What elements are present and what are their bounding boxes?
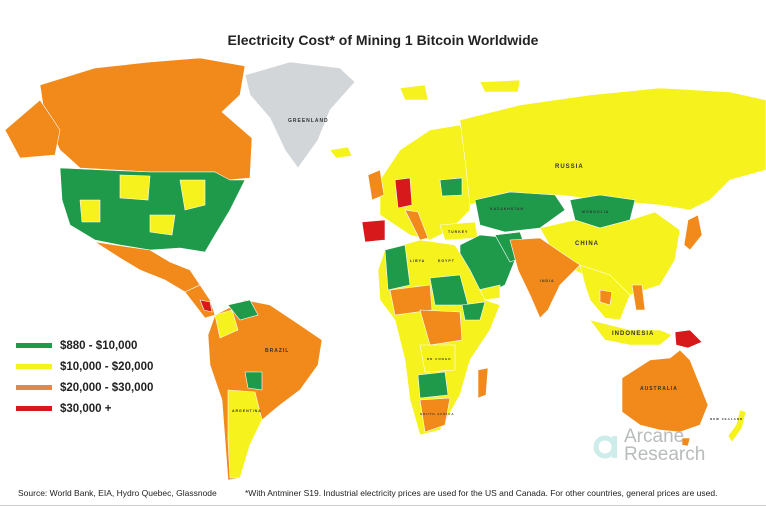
region-south-africa [419, 397, 451, 433]
region-madagascar [477, 367, 489, 399]
region-usa-yellow [79, 174, 206, 236]
legend-item: $20,000 - $30,000 [16, 377, 153, 398]
region-japan [683, 214, 703, 251]
region-russia [459, 87, 766, 211]
legend-swatch-green [16, 343, 52, 348]
legend-label: $30,000 + [60, 402, 112, 415]
logo-line-1: Arcane [624, 426, 685, 447]
region-ethiopia [461, 301, 486, 321]
region-uk [367, 169, 385, 201]
region-vietnam [599, 289, 613, 306]
region-algeria [384, 244, 411, 291]
legend-swatch-yellow [16, 364, 52, 369]
label-dr-congo: DR CONGO [427, 357, 452, 361]
legend-swatch-orange [16, 385, 52, 390]
region-greenland [244, 61, 356, 169]
region-central-africa [419, 309, 463, 346]
label-indonesia: INDONESIA [612, 331, 654, 337]
legend-label: $10,000 - $20,000 [60, 360, 154, 373]
region-europe [379, 124, 471, 241]
label-kazakhstan: KAZAKHSTAN [490, 207, 524, 211]
region-colombia [214, 309, 239, 339]
region-central-america [184, 284, 216, 319]
region-paraguay [244, 371, 263, 391]
label-south-africa: SOUTH AFRICA [420, 412, 455, 416]
region-germany [394, 177, 413, 209]
region-southern-africa [417, 371, 449, 399]
region-niger [389, 284, 433, 316]
legend-item: $880 - $10,000 [16, 335, 153, 356]
region-kazakhstan [474, 191, 566, 233]
label-russia: RUSSIA [555, 164, 584, 170]
source-note: Source: World Bank, EIA, Hydro Quebec, G… [18, 488, 217, 498]
region-italy [404, 209, 429, 241]
label-australia: AUSTRALIA [640, 386, 678, 392]
label-egypt: EGYPT [438, 259, 455, 263]
region-drc [419, 344, 456, 373]
region-alaska [4, 99, 61, 159]
region-mexico [94, 241, 201, 293]
region-india [509, 237, 581, 319]
arcane-logo-icon [593, 435, 617, 459]
map-legend: $880 - $10,000 $10,000 - $20,000 $20,000… [16, 335, 153, 419]
region-iceland [329, 146, 353, 159]
region-indonesia [589, 319, 673, 346]
logo-line-2: Research [624, 444, 706, 465]
arcane-research-logo: Arcane Research [592, 426, 706, 465]
legend-label: $20,000 - $30,000 [60, 381, 154, 394]
footnote: *With Antminer S19. Industrial electrici… [245, 488, 718, 498]
label-greenland: GREENLAND [288, 118, 329, 124]
label-india: INDIA [540, 279, 555, 283]
label-argentina: ARGENTINA [232, 409, 262, 413]
legend-label: $880 - $10,000 [60, 339, 138, 352]
region-philippines [631, 284, 646, 311]
legend-swatch-red [16, 406, 52, 411]
region-argentina [227, 389, 263, 479]
region-belarus [439, 177, 463, 197]
label-libya: LIBYA [410, 259, 425, 263]
divider [0, 505, 766, 506]
label-turkey: TURKEY [448, 230, 468, 234]
label-new-zealand: NEW ZEALAND [710, 417, 743, 421]
region-png [674, 329, 703, 349]
region-spain [361, 219, 386, 243]
region-central-red [199, 299, 213, 313]
region-australia [621, 349, 709, 433]
label-china: CHINA [575, 241, 599, 247]
label-mongolia: MONGOLIA [582, 210, 609, 214]
region-arctic-islands [399, 79, 521, 101]
legend-item: $30,000 + [16, 398, 153, 419]
region-tasmania [681, 437, 691, 447]
region-new-zealand [727, 409, 747, 443]
map-title: Electricity Cost* of Mining 1 Bitcoin Wo… [227, 32, 539, 48]
region-venezuela [227, 299, 259, 321]
legend-item: $10,000 - $20,000 [16, 356, 153, 377]
label-brazil: BRAZIL [265, 348, 289, 354]
region-canada [39, 57, 253, 181]
